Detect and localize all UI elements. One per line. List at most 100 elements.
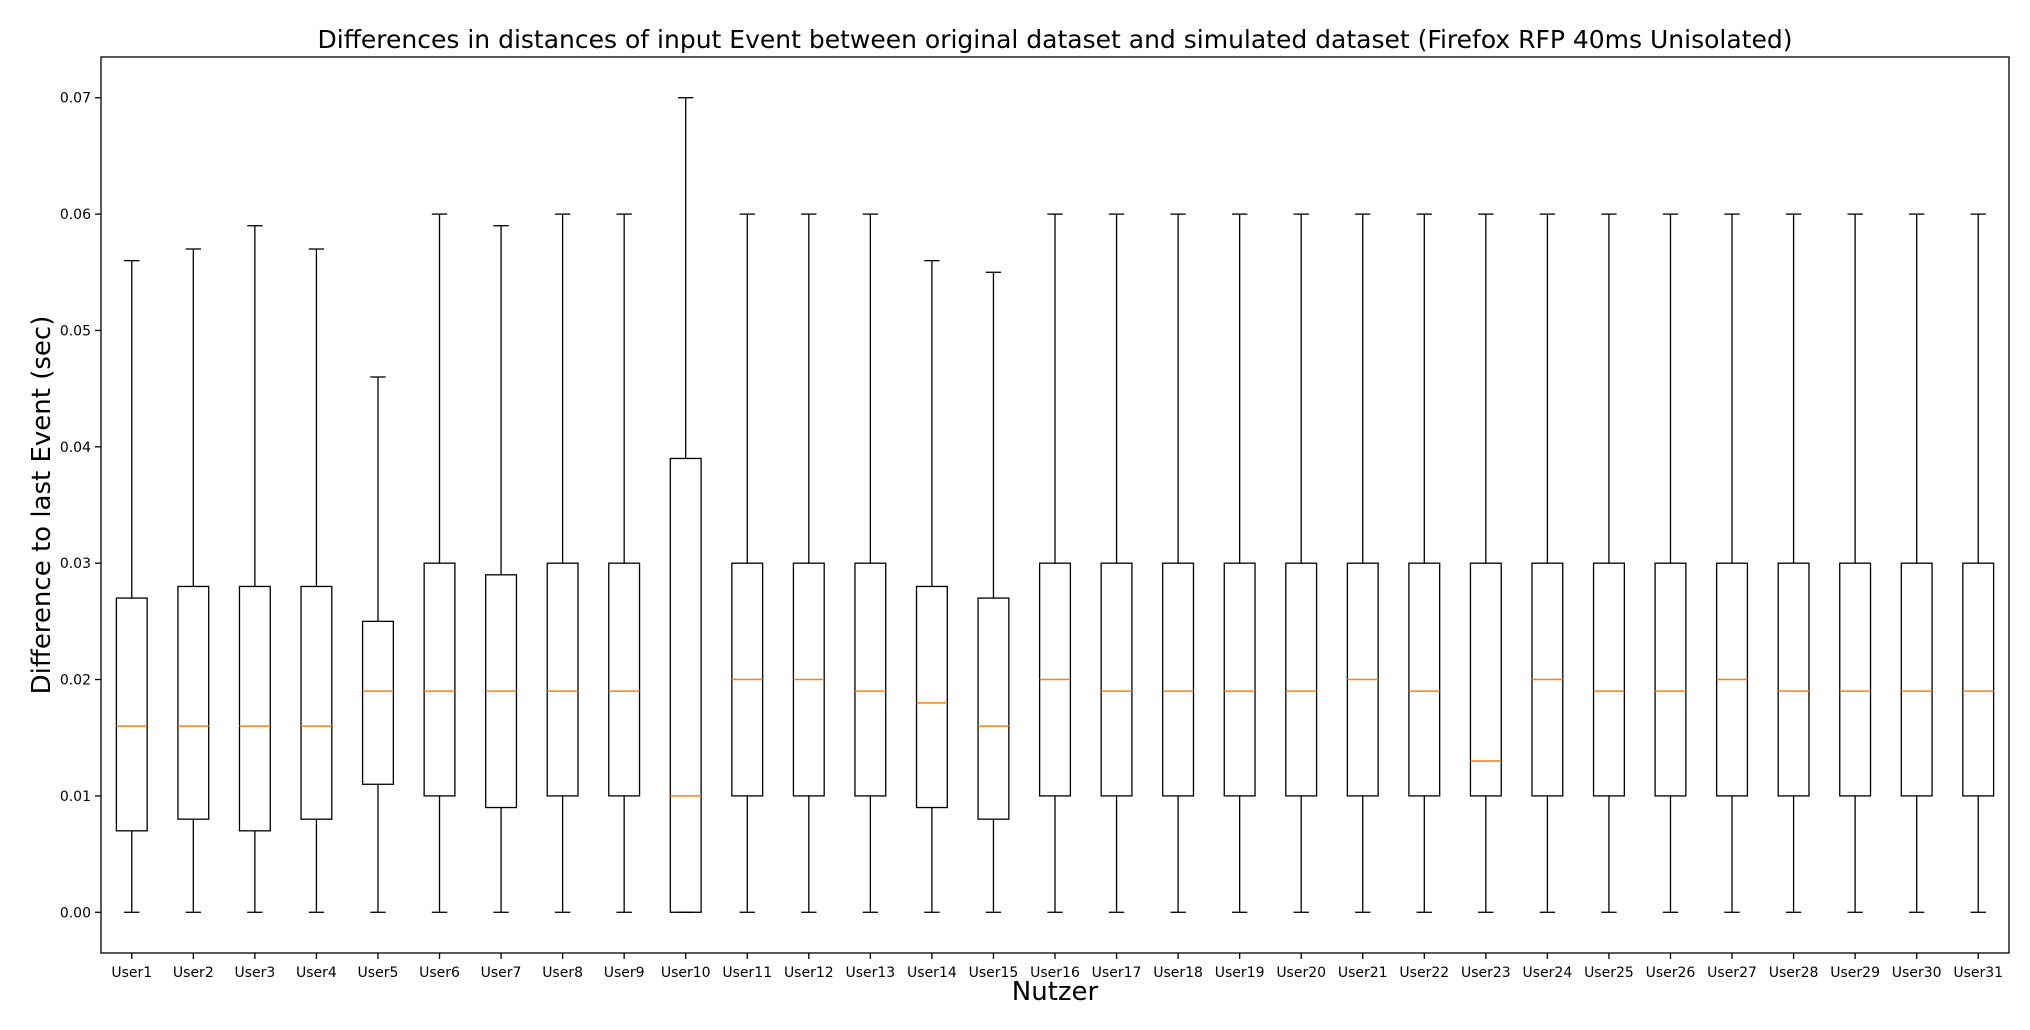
- box-iqr: [423, 562, 456, 797]
- box-user14: [915, 259, 948, 913]
- box-user13: [854, 213, 887, 913]
- box-iqr: [1777, 562, 1810, 797]
- box-user11: [731, 213, 764, 913]
- box-user1: [115, 259, 148, 913]
- box-iqr: [854, 562, 887, 797]
- box-iqr: [1469, 562, 1502, 797]
- box-user29: [1839, 213, 1872, 913]
- box-user18: [1162, 213, 1195, 913]
- y-tick-label: 0.06: [60, 207, 91, 223]
- box-user15: [977, 271, 1010, 913]
- box-iqr: [546, 562, 579, 797]
- y-tick-label: 0.02: [60, 673, 91, 689]
- box-user4: [300, 248, 333, 913]
- box-user7: [485, 225, 518, 913]
- box-user27: [1715, 213, 1749, 913]
- box-user2: [177, 248, 210, 913]
- box-iqr: [115, 597, 148, 832]
- x-tick-label: User7: [481, 965, 522, 981]
- x-tick-label: User27: [1707, 965, 1757, 981]
- x-tick-label: User18: [1153, 965, 1203, 981]
- x-tick-label: User1: [111, 965, 152, 981]
- box-iqr: [177, 585, 210, 820]
- box-iqr: [1962, 562, 1995, 797]
- box-user19: [1223, 213, 1256, 913]
- x-tick-label: User4: [296, 965, 337, 981]
- box-user9: [608, 213, 641, 913]
- y-tick-label: 0.01: [60, 789, 91, 805]
- box-iqr: [300, 585, 333, 820]
- box-user24: [1531, 213, 1564, 913]
- x-tick-label: User3: [234, 965, 275, 981]
- box-iqr: [1408, 562, 1441, 797]
- box-iqr: [1592, 562, 1625, 797]
- box-iqr: [669, 457, 702, 913]
- box-user8: [546, 213, 579, 913]
- box-iqr: [977, 597, 1010, 820]
- x-tick-label: User26: [1646, 965, 1696, 981]
- box-user31: [1962, 213, 1995, 913]
- box-iqr: [1100, 562, 1133, 797]
- x-tick-label: User6: [419, 965, 460, 981]
- chart-title: Differences in distances of input Event …: [318, 25, 1793, 54]
- box-user17: [1100, 213, 1133, 913]
- box-iqr: [1900, 562, 1933, 797]
- box-user23: [1469, 213, 1502, 913]
- x-tick-label: User31: [1953, 965, 2003, 981]
- box-user21: [1346, 213, 1379, 913]
- box-iqr: [238, 585, 271, 832]
- box-user12: [792, 213, 825, 913]
- box-user28: [1777, 213, 1810, 913]
- x-tick-label: User12: [784, 965, 834, 981]
- x-tick-label: User9: [604, 965, 645, 981]
- y-axis: 0.00 0.01 0.02 0.03 0.04 0.05 0.06 0.07: [60, 91, 101, 921]
- x-tick-label: User17: [1092, 965, 1142, 981]
- box-user30: [1900, 213, 1933, 913]
- x-tick-label: User21: [1338, 965, 1388, 981]
- x-tick-label: User28: [1769, 965, 1819, 981]
- x-tick-label: User5: [358, 965, 399, 981]
- x-tick-label: User25: [1584, 965, 1634, 981]
- box-user25: [1592, 213, 1625, 913]
- box-user10: [669, 97, 702, 913]
- x-tick-label: User10: [661, 965, 711, 981]
- y-tick-label: 0.04: [60, 440, 91, 456]
- box-user26: [1654, 213, 1687, 913]
- box-iqr: [361, 620, 395, 785]
- box-iqr: [915, 585, 948, 809]
- x-tick-label: User19: [1215, 965, 1265, 981]
- x-axis-label: Nutzer: [1012, 977, 1099, 1007]
- x-tick-label: User2: [173, 965, 214, 981]
- box-user16: [1038, 213, 1072, 913]
- x-tick-label: User14: [907, 965, 957, 981]
- y-tick-label: 0.07: [60, 91, 91, 107]
- box-iqr: [1223, 562, 1256, 797]
- box-series: [115, 97, 1995, 913]
- x-tick-label: User13: [845, 965, 895, 981]
- box-user20: [1285, 213, 1318, 913]
- x-tick-label: User15: [969, 965, 1019, 981]
- x-axis: User1 User2 User3 User4 User5 User6 User7 User8…: [111, 953, 2003, 981]
- box-user22: [1408, 213, 1441, 913]
- y-tick-label: 0.03: [60, 556, 91, 572]
- x-tick-label: User23: [1461, 965, 1511, 981]
- x-tick-label: User29: [1830, 965, 1880, 981]
- box-iqr: [1162, 562, 1195, 797]
- box-user5: [361, 376, 395, 913]
- x-tick-label: User16: [1030, 965, 1080, 981]
- x-tick-label: User30: [1892, 965, 1942, 981]
- x-tick-label: User11: [722, 965, 772, 981]
- x-tick-label: User22: [1399, 965, 1449, 981]
- box-iqr: [1285, 562, 1318, 797]
- x-tick-label: User24: [1523, 965, 1573, 981]
- box-iqr: [1839, 562, 1872, 797]
- y-tick-label: 0.00: [60, 905, 91, 921]
- y-tick-label: 0.05: [60, 323, 91, 339]
- box-user3: [238, 225, 271, 913]
- box-iqr: [608, 562, 641, 797]
- y-axis-label: Difference to last Event (sec): [27, 316, 57, 695]
- box-user6: [423, 213, 456, 913]
- box-iqr: [1654, 562, 1687, 797]
- x-tick-label: User20: [1276, 965, 1326, 981]
